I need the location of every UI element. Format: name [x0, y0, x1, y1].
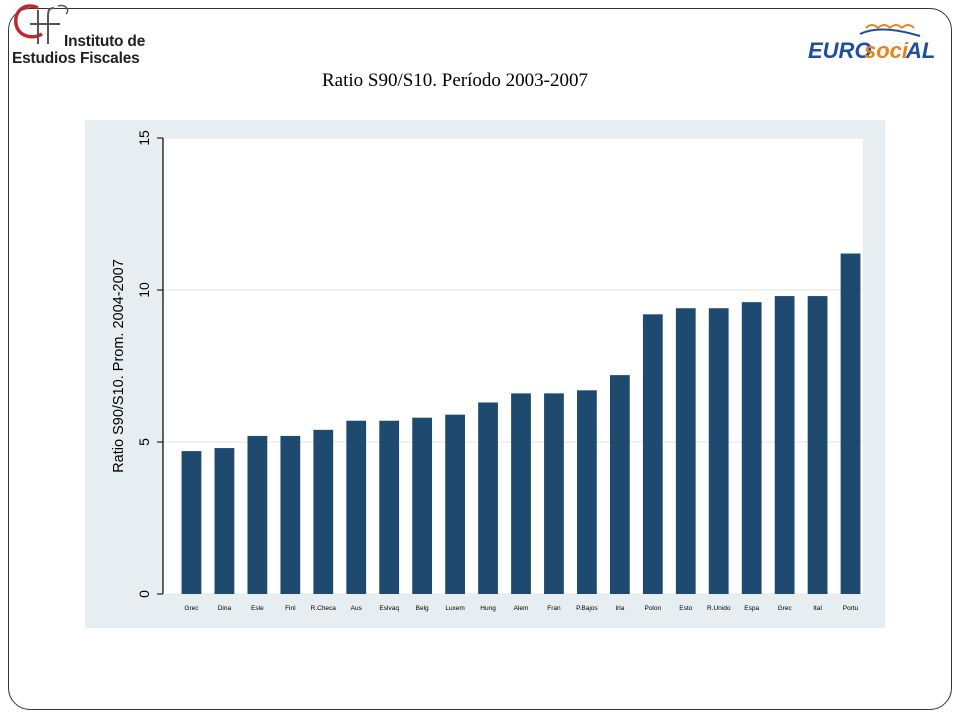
bar [675, 308, 696, 594]
ief-logo-line2: Estudios Fiscales [12, 50, 140, 67]
bar [609, 375, 630, 594]
bar [280, 435, 301, 594]
bar [313, 429, 334, 594]
x-tick-label: Hung [480, 605, 496, 612]
x-tick-label: Ital [813, 605, 822, 612]
ief-logo-mark [14, 4, 69, 44]
y-tick-label: 0 [136, 590, 152, 598]
bar [642, 314, 663, 594]
x-tick-label: Finl [285, 605, 296, 612]
eurosocial-text-3: AL [905, 38, 935, 63]
eurosocial-text-2: soci [864, 38, 909, 63]
x-tick-label: Espa [744, 605, 759, 612]
ief-logo-text: Instituto de Estudios Fiscales [12, 33, 145, 67]
bar [379, 420, 400, 594]
bar [247, 435, 268, 594]
x-tick-label: Dina [218, 605, 232, 612]
x-tick-label: P.Bajos [576, 605, 598, 612]
x-tick-label: Grec [184, 605, 199, 612]
eurosocial-pages-icon [859, 24, 921, 37]
bar [478, 402, 498, 594]
x-tick-label: Irla [615, 605, 624, 612]
x-tick-label: R.Checa [311, 605, 337, 612]
eurosocial-logo: EURO soci AL [808, 24, 935, 63]
x-tick-label: Aus [351, 605, 363, 612]
bar [181, 451, 202, 594]
bar [346, 420, 367, 594]
x-tick-label: Esto [679, 605, 692, 612]
bar [840, 253, 861, 594]
bar [741, 302, 762, 594]
bar [708, 308, 729, 594]
x-tick-label: Polon [644, 605, 661, 612]
x-tick-label: Luxem [445, 605, 465, 612]
ief-logo-line1: Instituto de [64, 33, 146, 50]
y-tick-label: 10 [136, 282, 152, 298]
x-tick-label: Eslvaq [379, 605, 399, 612]
x-tick-label: Alem [514, 605, 529, 612]
bar-chart: 0 5 10 15 Ratio S90/S10. Prom. 2004-2007 Grec… [111, 130, 863, 612]
x-tick-label: Portu [843, 605, 859, 612]
x-tick-label: Belg [416, 605, 429, 612]
slide-title: Ratio S90/S10. Período 2003-2007 [321, 70, 588, 91]
x-tick-label: Fran [547, 605, 561, 612]
eurosocial-text-1: EURO [808, 38, 872, 63]
bar [774, 296, 795, 594]
x-tick-label: R.Unido [707, 605, 731, 612]
bar [544, 393, 564, 594]
y-tick-label: 5 [136, 438, 152, 446]
bar [511, 393, 531, 594]
bar [807, 296, 828, 594]
ief-logo: Instituto de Estudios Fiscales [8, 0, 168, 72]
slide-frame [8, 8, 952, 710]
y-axis-label: Ratio S90/S10. Prom. 2004-2007 [111, 259, 127, 473]
x-tick-label: Esle [251, 605, 264, 612]
x-tick-label: Grec [778, 605, 793, 612]
bar [412, 417, 433, 594]
bar [445, 414, 465, 594]
bar [577, 390, 597, 594]
bar [214, 448, 235, 594]
y-tick-label: 15 [136, 130, 152, 146]
